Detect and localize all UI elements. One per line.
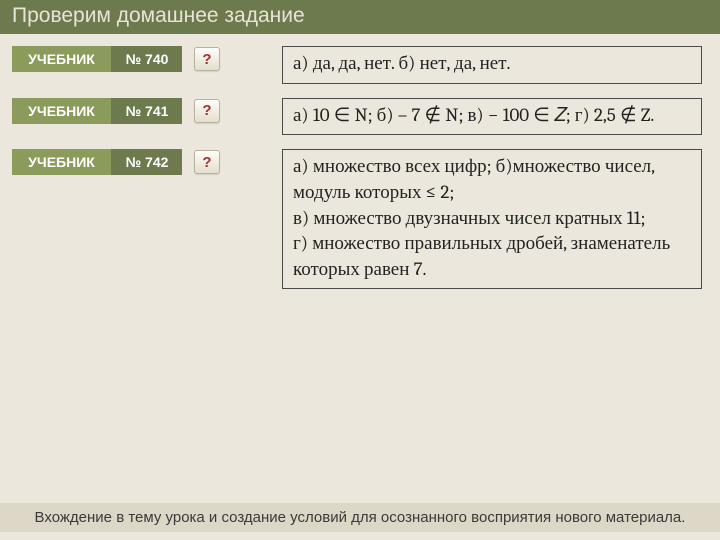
textbook-tag: УЧЕБНИК xyxy=(12,46,112,72)
answer-box: а) множество всех цифр; б)множество чисе… xyxy=(282,149,702,289)
page-title: Проверим домашнее задание xyxy=(0,0,720,34)
answer-box: а) 10 ∈ N; б) – 7 ∉ N; в) − 100 ∈ 𝑍; г) … xyxy=(282,98,702,136)
answer-box: а) да, да, нет. б) нет, да, нет. xyxy=(282,46,702,84)
footer-note: Вхождение в тему урока и создание услови… xyxy=(0,503,720,532)
footer-text: Вхождение в тему урока и создание услови… xyxy=(35,509,686,526)
exercise-row: УЧЕБНИК № 742 ? а) множество всех цифр; … xyxy=(12,149,708,289)
exercise-label-group: УЧЕБНИК № 741 ? xyxy=(12,98,220,124)
reveal-answer-button[interactable]: ? xyxy=(194,99,220,123)
reveal-answer-button[interactable]: ? xyxy=(194,150,220,174)
exercise-label-group: УЧЕБНИК № 740 ? xyxy=(12,46,220,72)
reveal-answer-button[interactable]: ? xyxy=(194,47,220,71)
exercise-number: № 740 xyxy=(112,46,182,72)
page-title-text: Проверим домашнее задание xyxy=(12,4,305,28)
textbook-tag: УЧЕБНИК xyxy=(12,149,112,175)
textbook-tag: УЧЕБНИК xyxy=(12,98,112,124)
content-area: УЧЕБНИК № 740 ? а) да, да, нет. б) нет, … xyxy=(0,34,720,289)
exercise-label-group: УЧЕБНИК № 742 ? xyxy=(12,149,220,175)
exercise-number: № 742 xyxy=(112,149,182,175)
exercise-row: УЧЕБНИК № 741 ? а) 10 ∈ N; б) – 7 ∉ N; в… xyxy=(12,98,708,136)
exercise-row: УЧЕБНИК № 740 ? а) да, да, нет. б) нет, … xyxy=(12,46,708,84)
exercise-number: № 741 xyxy=(112,98,182,124)
